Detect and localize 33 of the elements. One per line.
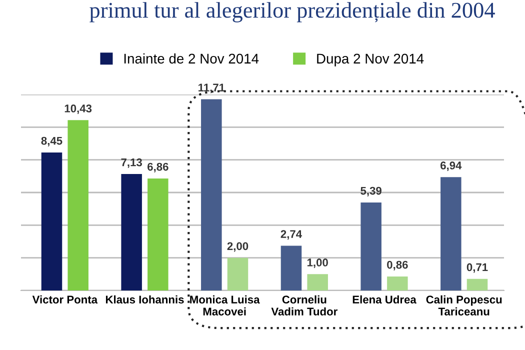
x-tick-label: Klaus Iohannis xyxy=(106,295,184,304)
bar xyxy=(68,120,88,290)
data-label: 0,71 xyxy=(466,263,488,273)
data-label: 1,00 xyxy=(307,258,328,268)
bar xyxy=(440,177,462,290)
data-label: 5,39 xyxy=(360,186,382,196)
data-label: 8,45 xyxy=(41,136,62,146)
x-tick-label: Corneliu Vadim Tudor xyxy=(271,295,338,316)
data-label: 6,94 xyxy=(440,162,462,172)
bar xyxy=(201,99,222,290)
bar xyxy=(360,202,382,290)
data-label: 6,86 xyxy=(148,162,168,172)
bar xyxy=(307,274,328,290)
bar xyxy=(466,278,488,290)
bar xyxy=(227,258,248,290)
data-label: 7,13 xyxy=(121,158,142,168)
bar xyxy=(387,276,408,290)
data-label: 11,71 xyxy=(198,84,225,94)
legend-label: Dupa 2 Nov 2014 xyxy=(317,54,424,66)
data-label: 0,86 xyxy=(387,260,408,270)
chart-title: primul tur al alegerilor prezidențiale din 2004 xyxy=(90,2,495,22)
bar xyxy=(121,174,142,290)
bar xyxy=(148,178,168,290)
bar xyxy=(41,152,62,290)
data-label: 2,00 xyxy=(227,242,248,252)
x-tick-label: Elena Udrea xyxy=(352,295,416,304)
legend-label: Inainte de 2 Nov 2014 xyxy=(124,53,259,64)
data-label: 2,74 xyxy=(280,230,302,240)
bar xyxy=(280,246,302,290)
x-tick-label: Monica Luisa Macovei xyxy=(190,295,260,316)
data-label: 10,43 xyxy=(64,104,92,114)
x-tick-label: Victor Ponta xyxy=(32,295,98,304)
x-tick-label: Calin Popescu Tariceanu xyxy=(426,295,502,316)
